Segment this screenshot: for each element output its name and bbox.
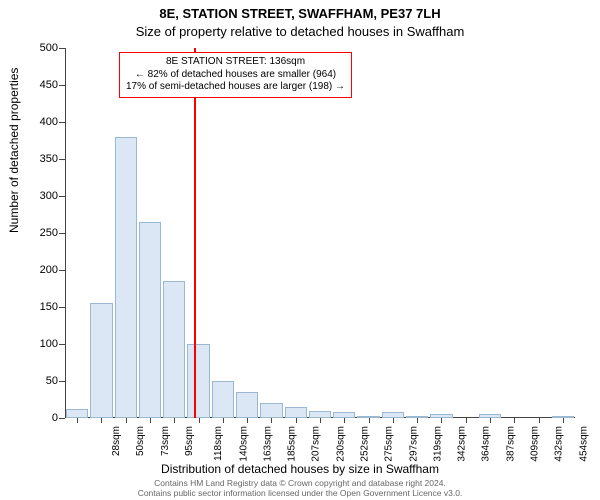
x-tick-label: 185sqm xyxy=(287,426,298,462)
x-tick-label: 297sqm xyxy=(408,426,419,462)
x-tick xyxy=(247,418,248,423)
x-tick xyxy=(466,418,467,423)
x-tick xyxy=(539,418,540,423)
histogram-bar xyxy=(115,137,137,418)
histogram-bar xyxy=(236,392,258,418)
x-tick-label: 95sqm xyxy=(184,426,195,456)
y-tick xyxy=(59,307,65,308)
y-tick xyxy=(59,233,65,234)
x-tick-label: 409sqm xyxy=(530,426,541,462)
y-tick-label: 100 xyxy=(0,338,58,350)
footer-line-2: Contains public sector information licen… xyxy=(0,488,600,498)
histogram-bar xyxy=(285,407,307,418)
y-tick xyxy=(59,381,65,382)
x-tick-label: 319sqm xyxy=(432,426,443,462)
histogram-bar xyxy=(260,403,282,418)
y-tick xyxy=(59,48,65,49)
x-tick xyxy=(174,418,175,423)
histogram-bar xyxy=(139,222,161,418)
y-tick-label: 0 xyxy=(0,412,58,424)
x-tick xyxy=(77,418,78,423)
x-tick xyxy=(296,418,297,423)
annotation-line: ← 82% of detached houses are smaller (96… xyxy=(126,69,345,82)
footer-attribution: Contains HM Land Registry data © Crown c… xyxy=(0,478,600,498)
x-tick-label: 163sqm xyxy=(262,426,273,462)
x-tick-label: 28sqm xyxy=(111,426,122,456)
y-tick-label: 250 xyxy=(0,227,58,239)
x-tick-label: 230sqm xyxy=(335,426,346,462)
y-tick-label: 450 xyxy=(0,79,58,91)
x-tick-label: 118sqm xyxy=(213,426,224,461)
x-tick-label: 207sqm xyxy=(311,426,322,462)
x-tick xyxy=(126,418,127,423)
x-tick-label: 73sqm xyxy=(160,426,171,456)
y-tick xyxy=(59,159,65,160)
annotation-line: 17% of semi-detached houses are larger (… xyxy=(126,81,345,94)
y-tick xyxy=(59,122,65,123)
x-tick xyxy=(271,418,272,423)
x-axis-title: Distribution of detached houses by size … xyxy=(0,462,600,476)
x-tick-label: 454sqm xyxy=(578,426,589,462)
chart-subtitle: Size of property relative to detached ho… xyxy=(0,24,600,39)
x-tick xyxy=(369,418,370,423)
histogram-bar xyxy=(163,281,185,418)
x-tick-label: 387sqm xyxy=(505,426,516,462)
annotation-box: 8E STATION STREET: 136sqm← 82% of detach… xyxy=(119,52,352,98)
x-tick-label: 432sqm xyxy=(554,426,565,462)
x-tick-label: 50sqm xyxy=(135,426,146,456)
chart-title: 8E, STATION STREET, SWAFFHAM, PE37 7LH xyxy=(0,6,600,21)
x-tick-label: 252sqm xyxy=(360,426,371,462)
y-axis-tick-labels: 050100150200250300350400450500 xyxy=(0,48,60,418)
histogram-bar xyxy=(309,411,331,418)
x-tick xyxy=(344,418,345,423)
y-tick xyxy=(59,85,65,86)
y-tick-label: 500 xyxy=(0,42,58,54)
x-tick xyxy=(393,418,394,423)
y-tick xyxy=(59,196,65,197)
y-tick-label: 350 xyxy=(0,153,58,165)
x-tick xyxy=(223,418,224,423)
y-tick xyxy=(59,344,65,345)
y-tick-label: 400 xyxy=(0,116,58,128)
y-tick xyxy=(59,270,65,271)
x-tick xyxy=(563,418,564,423)
x-tick xyxy=(320,418,321,423)
y-axis-line xyxy=(65,48,66,418)
x-tick xyxy=(150,418,151,423)
plot-area: 28sqm50sqm73sqm95sqm118sqm140sqm163sqm18… xyxy=(65,48,575,418)
annotation-line: 8E STATION STREET: 136sqm xyxy=(126,56,345,69)
x-tick xyxy=(441,418,442,423)
x-tick-label: 140sqm xyxy=(238,426,249,462)
chart-container: 8E, STATION STREET, SWAFFHAM, PE37 7LH S… xyxy=(0,0,600,500)
histogram-bar xyxy=(90,303,112,418)
y-tick-label: 200 xyxy=(0,264,58,276)
x-tick xyxy=(101,418,102,423)
histogram-bar xyxy=(212,381,234,418)
histogram-bar xyxy=(187,344,209,418)
x-tick-label: 342sqm xyxy=(457,426,468,462)
y-tick-label: 300 xyxy=(0,190,58,202)
x-tick xyxy=(417,418,418,423)
x-tick-label: 364sqm xyxy=(481,426,492,462)
y-tick xyxy=(59,418,65,419)
x-tick xyxy=(199,418,200,423)
x-tick-label: 275sqm xyxy=(384,426,395,462)
y-tick-label: 150 xyxy=(0,301,58,313)
x-tick xyxy=(490,418,491,423)
subject-property-marker-line xyxy=(194,48,196,418)
x-tick xyxy=(514,418,515,423)
y-tick-label: 50 xyxy=(0,375,58,387)
histogram-bar xyxy=(66,409,88,418)
footer-line-1: Contains HM Land Registry data © Crown c… xyxy=(0,478,600,488)
